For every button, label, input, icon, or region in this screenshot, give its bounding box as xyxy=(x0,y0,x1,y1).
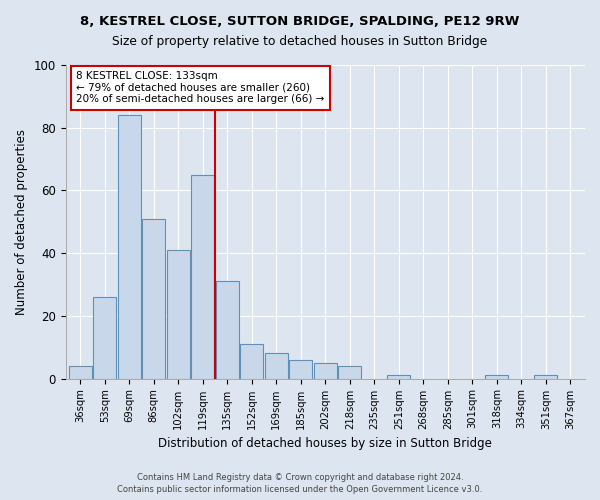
Bar xyxy=(387,376,410,378)
Text: 8 KESTREL CLOSE: 133sqm
← 79% of detached houses are smaller (260)
20% of semi-d: 8 KESTREL CLOSE: 133sqm ← 79% of detache… xyxy=(76,72,324,104)
Bar xyxy=(485,376,508,378)
Bar xyxy=(191,174,214,378)
Bar xyxy=(215,282,239,378)
Text: Size of property relative to detached houses in Sutton Bridge: Size of property relative to detached ho… xyxy=(112,35,488,48)
Bar xyxy=(167,250,190,378)
Bar xyxy=(118,115,141,378)
Bar xyxy=(240,344,263,378)
Bar xyxy=(93,297,116,378)
Y-axis label: Number of detached properties: Number of detached properties xyxy=(15,129,28,315)
Bar xyxy=(289,360,313,378)
Bar xyxy=(142,218,166,378)
Bar xyxy=(338,366,361,378)
Bar xyxy=(68,366,92,378)
Bar xyxy=(265,354,288,378)
Bar xyxy=(534,376,557,378)
Text: 8, KESTREL CLOSE, SUTTON BRIDGE, SPALDING, PE12 9RW: 8, KESTREL CLOSE, SUTTON BRIDGE, SPALDIN… xyxy=(80,15,520,28)
X-axis label: Distribution of detached houses by size in Sutton Bridge: Distribution of detached houses by size … xyxy=(158,437,492,450)
Bar xyxy=(314,363,337,378)
Text: Contains HM Land Registry data © Crown copyright and database right 2024.
Contai: Contains HM Land Registry data © Crown c… xyxy=(118,473,482,494)
